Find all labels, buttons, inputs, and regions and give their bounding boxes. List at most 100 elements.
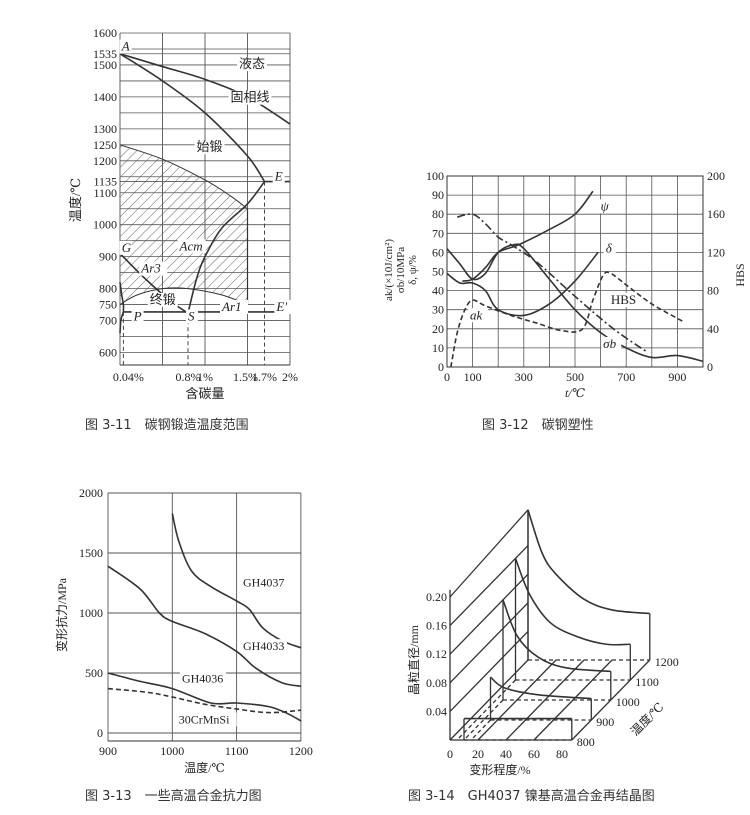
y-tick-label: 70 [432,226,444,240]
y-tick-label: 0.04 [426,704,447,718]
y-tick-label: 0 [97,726,103,740]
annotation-label: 终锻 [150,292,176,307]
y-tick-label: 30 [432,303,444,317]
line-solidus [119,53,266,183]
x-tick-label: 1200 [289,744,313,758]
x-tick-label: 1.5% [233,370,258,384]
y-tick-label: 10 [432,341,444,355]
label-bg [131,309,144,324]
y-tick-label: 1000 [93,218,117,232]
annotation-label: ψ [601,198,610,213]
label-bg [468,308,489,323]
annotation-label: 固相线 [231,90,270,105]
label-bg [139,261,168,276]
label-bg [237,57,267,72]
figure-3-14-caption: 图 3-14 GH4037 镍基高温合金再结晶图 [408,789,655,804]
y-axis-label: 温度/℃ [68,178,83,222]
annotation-label: E′ [275,299,287,314]
y2-tick-label: 120 [707,245,725,259]
label-bg [186,309,198,324]
series-line-GH4033 [107,565,302,687]
annotation-label: ak [470,307,483,322]
x-tick-label: 0.04% [113,370,144,384]
figure-3-11-caption: 图 3-11 碳钢锻造温度范围 [85,418,249,433]
y-tick-label: 1200 [93,154,117,168]
annotation-label: δ [606,240,613,255]
label-bg [241,639,288,654]
annotation-label: Ar3 [140,261,161,276]
y-tick-label: 0.08 [426,676,447,690]
y-tick-label: 1500 [93,58,117,72]
y-tick-label: 700 [99,314,117,328]
x-tick-label: 900 [668,370,686,384]
y-tick-label: 1600 [93,26,117,40]
label-bg [119,39,132,54]
y-tick-label: 0.12 [426,647,447,661]
label-bg [179,671,226,686]
grain-size-curve-1000 [502,599,611,673]
y-tick-label: 500 [85,666,103,680]
series-line-σb [446,243,704,363]
y-tick-label: 750 [99,298,117,312]
line-ferrite_upper [119,282,125,312]
critical-projection-900 [470,719,491,741]
x-tick-label: 0 [444,370,450,384]
z-tick-label: 1100 [635,675,659,689]
line-acm [187,181,266,314]
label-bg [177,239,206,254]
series-line-δ [446,251,599,317]
x-tick-label: 300 [515,370,533,384]
y-tick-label: 0.16 [426,619,447,633]
y-tick-label: 1250 [93,138,117,152]
x-axis-label: 变形程度/% [469,762,530,777]
critical-projection-1000 [463,699,504,741]
line-liquidus [119,53,291,125]
label-bg [147,292,178,307]
plot-frame [446,175,704,368]
y-tick-label: 100 [426,169,444,183]
x-tick-label: 80 [556,747,568,761]
x-tick-label: 1% [197,370,213,384]
annotation-label: 液态 [239,56,265,71]
annotation-label: S [188,309,195,324]
x-tick-label: 20 [472,747,484,761]
grain-size-curve-1200 [527,509,650,615]
series-label: GH4036 [182,672,223,686]
z-tick-label: 900 [596,715,614,729]
x-tick-label: 100 [464,370,482,384]
x-tick-label: 1.7% [252,370,277,384]
wall-gridline [449,509,529,598]
figure-3-12-caption: 图 3-12 碳钢塑性 [482,418,594,433]
y-tick-label: 600 [99,346,117,360]
x-tick-label: 700 [617,370,635,384]
x-tick-label: 1000 [160,744,184,758]
x-tick-label: 40 [500,747,512,761]
y-tick-label: 2000 [79,486,103,500]
series-line-GH4037 [171,513,302,649]
z-tick-label: 800 [577,735,595,749]
y2-tick-label: 160 [707,207,725,221]
y-tick-label: 20 [432,322,444,336]
y-axis-label: ak/(×10J/cm²) [383,239,395,301]
y-tick-label: 1135 [93,175,117,189]
series-line-HBS [457,213,648,353]
y2-tick-label: 200 [707,169,725,183]
annotation-label: Acm [179,238,203,253]
y2-axis-label: HBS [733,263,747,286]
annotation-label: Ar1 [221,299,242,314]
annotation-label: E [274,169,283,184]
series-label: GH4037 [243,576,284,590]
y-tick-label: 1000 [79,606,103,620]
y-axis-label: σb/10MPa [395,247,407,293]
y-axis-label: 晶粒直径/mm [406,624,421,695]
grain-size-curve-900 [489,676,592,700]
y-axis-label: δ, ψ/% [407,255,419,285]
label-bg [194,140,225,155]
label-bg [220,299,248,314]
x-tick-label: 2% [282,370,298,384]
series-line-30CrMnSi [107,687,301,714]
line-start_forging [119,144,248,210]
annotation-label: HBS [611,292,636,307]
line-finish_forging [119,287,248,306]
